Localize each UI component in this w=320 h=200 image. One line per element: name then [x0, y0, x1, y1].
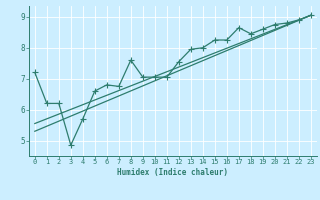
X-axis label: Humidex (Indice chaleur): Humidex (Indice chaleur)	[117, 168, 228, 177]
